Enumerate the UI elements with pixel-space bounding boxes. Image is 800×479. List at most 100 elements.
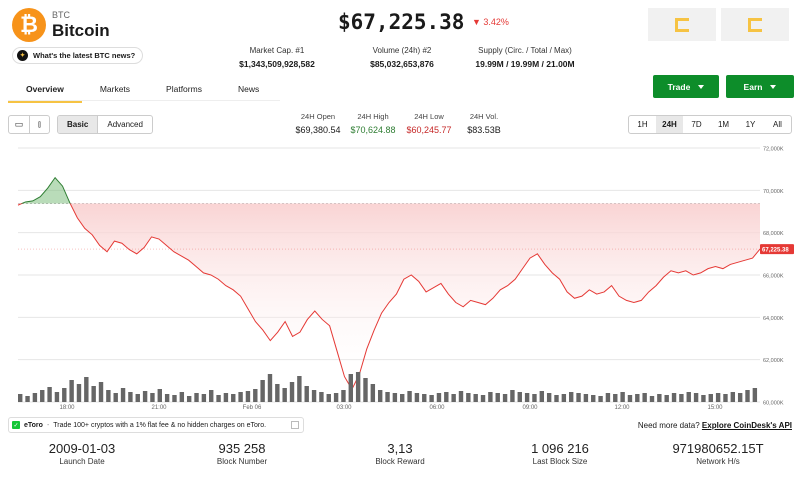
- stat-value: 3,13: [387, 441, 413, 456]
- market-cap-stat: Market Cap. #1 $1,343,509,928,582: [222, 46, 332, 69]
- chevron-down-icon: [770, 84, 777, 89]
- tab-platforms[interactable]: Platforms: [166, 84, 202, 94]
- volume-bar: [635, 394, 640, 402]
- range-1y[interactable]: 1Y: [745, 120, 756, 129]
- volume-bar: [664, 395, 669, 402]
- volume-bar: [223, 393, 229, 402]
- stat-value: 935 258: [218, 441, 266, 456]
- ad-text: Trade 100+ cryptos with a 1% flat fee & …: [53, 421, 267, 429]
- volume-bar: [18, 394, 23, 402]
- basic-mode-button[interactable]: Basic: [58, 116, 98, 133]
- last-block-size-stat: 1 096 216 Last Block Size: [500, 441, 620, 466]
- earn-button-label: Earn: [743, 81, 763, 92]
- volume-bar: [84, 377, 89, 402]
- y-tick-label: 68,000K: [763, 231, 784, 237]
- promo-logo-2[interactable]: [721, 8, 789, 41]
- range-all[interactable]: All: [773, 120, 782, 129]
- more-data-text: Need more data?: [637, 421, 700, 430]
- stat-label: 24H Open: [300, 112, 336, 121]
- range-7d[interactable]: 7D: [691, 120, 702, 129]
- volume-bar: [444, 392, 449, 402]
- volume-bar: [693, 393, 699, 402]
- earn-button[interactable]: Earn: [726, 75, 794, 98]
- etoro-ad[interactable]: ✓ eToro - Trade 100+ cryptos with a 1% f…: [8, 417, 304, 433]
- volume-bar: [546, 393, 552, 402]
- current-price: $67,225.38: [338, 10, 465, 34]
- volume-bar: [32, 393, 38, 402]
- trade-button-label: Trade: [667, 81, 691, 92]
- volume-bar: [62, 388, 67, 402]
- volume-bar: [591, 395, 596, 402]
- volume-bar: [400, 394, 405, 402]
- volume-stat: Volume (24h) #2 $85,032,653,876: [352, 46, 452, 69]
- x-tick-label: 15:00: [707, 405, 723, 411]
- volume-bar: [407, 391, 412, 402]
- promo-logo-1[interactable]: [648, 8, 716, 41]
- coin-name: Bitcoin: [52, 21, 110, 40]
- sparkle-icon: ✦: [17, 50, 28, 61]
- news-pill-button[interactable]: ✦ What's the latest BTC news?: [12, 47, 144, 64]
- stat-label: Block Reward: [375, 457, 425, 466]
- x-tick-label: 21:00: [151, 405, 167, 411]
- trade-button[interactable]: Trade: [653, 75, 719, 98]
- volume-bar: [422, 394, 427, 402]
- range-24h[interactable]: 24H: [656, 116, 683, 133]
- volume-bar: [355, 372, 361, 402]
- volume-bar: [686, 392, 691, 402]
- bitcoin-logo-icon: ₿: [12, 8, 46, 42]
- volume-bar: [517, 392, 522, 402]
- volume-bar: [341, 390, 346, 402]
- stat-value: 19.99M / 19.99M / 21.00M: [475, 59, 575, 69]
- volume-bar: [363, 378, 368, 402]
- volume-bar: [267, 374, 273, 402]
- range-1m[interactable]: 1M: [717, 120, 730, 129]
- stat-label: 24H Low: [414, 112, 444, 121]
- api-link[interactable]: Explore CoinDesk's API: [701, 421, 792, 430]
- volume-bar: [679, 394, 684, 402]
- open-value: $69,380.54: [295, 125, 341, 135]
- high-value: $70,624.88: [350, 125, 396, 135]
- volume-bar: [576, 393, 581, 402]
- volume-bar: [297, 376, 302, 402]
- volume-bar: [730, 392, 736, 402]
- volume-bar: [649, 396, 655, 402]
- coindesk-logo-icon: [748, 17, 762, 32]
- low-value: $60,245.77: [406, 125, 452, 135]
- volume-bar: [333, 393, 339, 402]
- stat-label: 24H High: [357, 112, 389, 121]
- volume-bar: [723, 394, 728, 402]
- volume-bar: [737, 393, 743, 402]
- line-chart-icon[interactable]: ▭: [14, 119, 24, 129]
- more-data: Need more data? Explore CoinDesk's API: [638, 421, 792, 430]
- price-chart[interactable]: 72,000K 70,000K 68,000K 66,000K 64,000K 62,00…: [0, 140, 800, 416]
- tab-news[interactable]: News: [237, 84, 260, 94]
- volume-bar: [502, 394, 508, 402]
- ad-brand: eToro: [24, 421, 43, 429]
- low-stat: 24H Low $60,245.77: [402, 112, 456, 135]
- stat-value: 1 096 216: [531, 441, 589, 456]
- y-tick-label: 62,000K: [763, 358, 784, 364]
- volume-bar: [304, 386, 309, 402]
- x-tick-label: 18:00: [59, 405, 75, 411]
- volume-bar: [605, 393, 611, 402]
- volume-bar: [377, 390, 383, 402]
- candlestick-icon[interactable]: ⫾: [29, 116, 49, 133]
- stat-value: $1,343,509,928,582: [239, 59, 315, 69]
- range-1h[interactable]: 1H: [637, 120, 648, 129]
- stat-value: 971980652.15T: [672, 441, 764, 456]
- coindesk-logo-icon: [675, 17, 689, 32]
- volume-bar: [524, 393, 530, 402]
- tab-overview[interactable]: Overview: [8, 78, 82, 103]
- tabs-divider: [8, 100, 280, 101]
- volume-bar: [25, 396, 30, 402]
- tab-markets[interactable]: Markets: [99, 84, 131, 94]
- advanced-mode-button[interactable]: Advanced: [97, 116, 152, 133]
- volume-bar: [385, 392, 390, 402]
- volume-bar: [47, 387, 52, 402]
- stat-label: 24H Vol.: [469, 112, 499, 121]
- volume-bar: [752, 388, 758, 402]
- volume-bar: [231, 394, 236, 402]
- close-icon[interactable]: [291, 421, 299, 429]
- volume-bar: [253, 389, 258, 402]
- news-pill-label: What's the latest BTC news?: [33, 51, 136, 60]
